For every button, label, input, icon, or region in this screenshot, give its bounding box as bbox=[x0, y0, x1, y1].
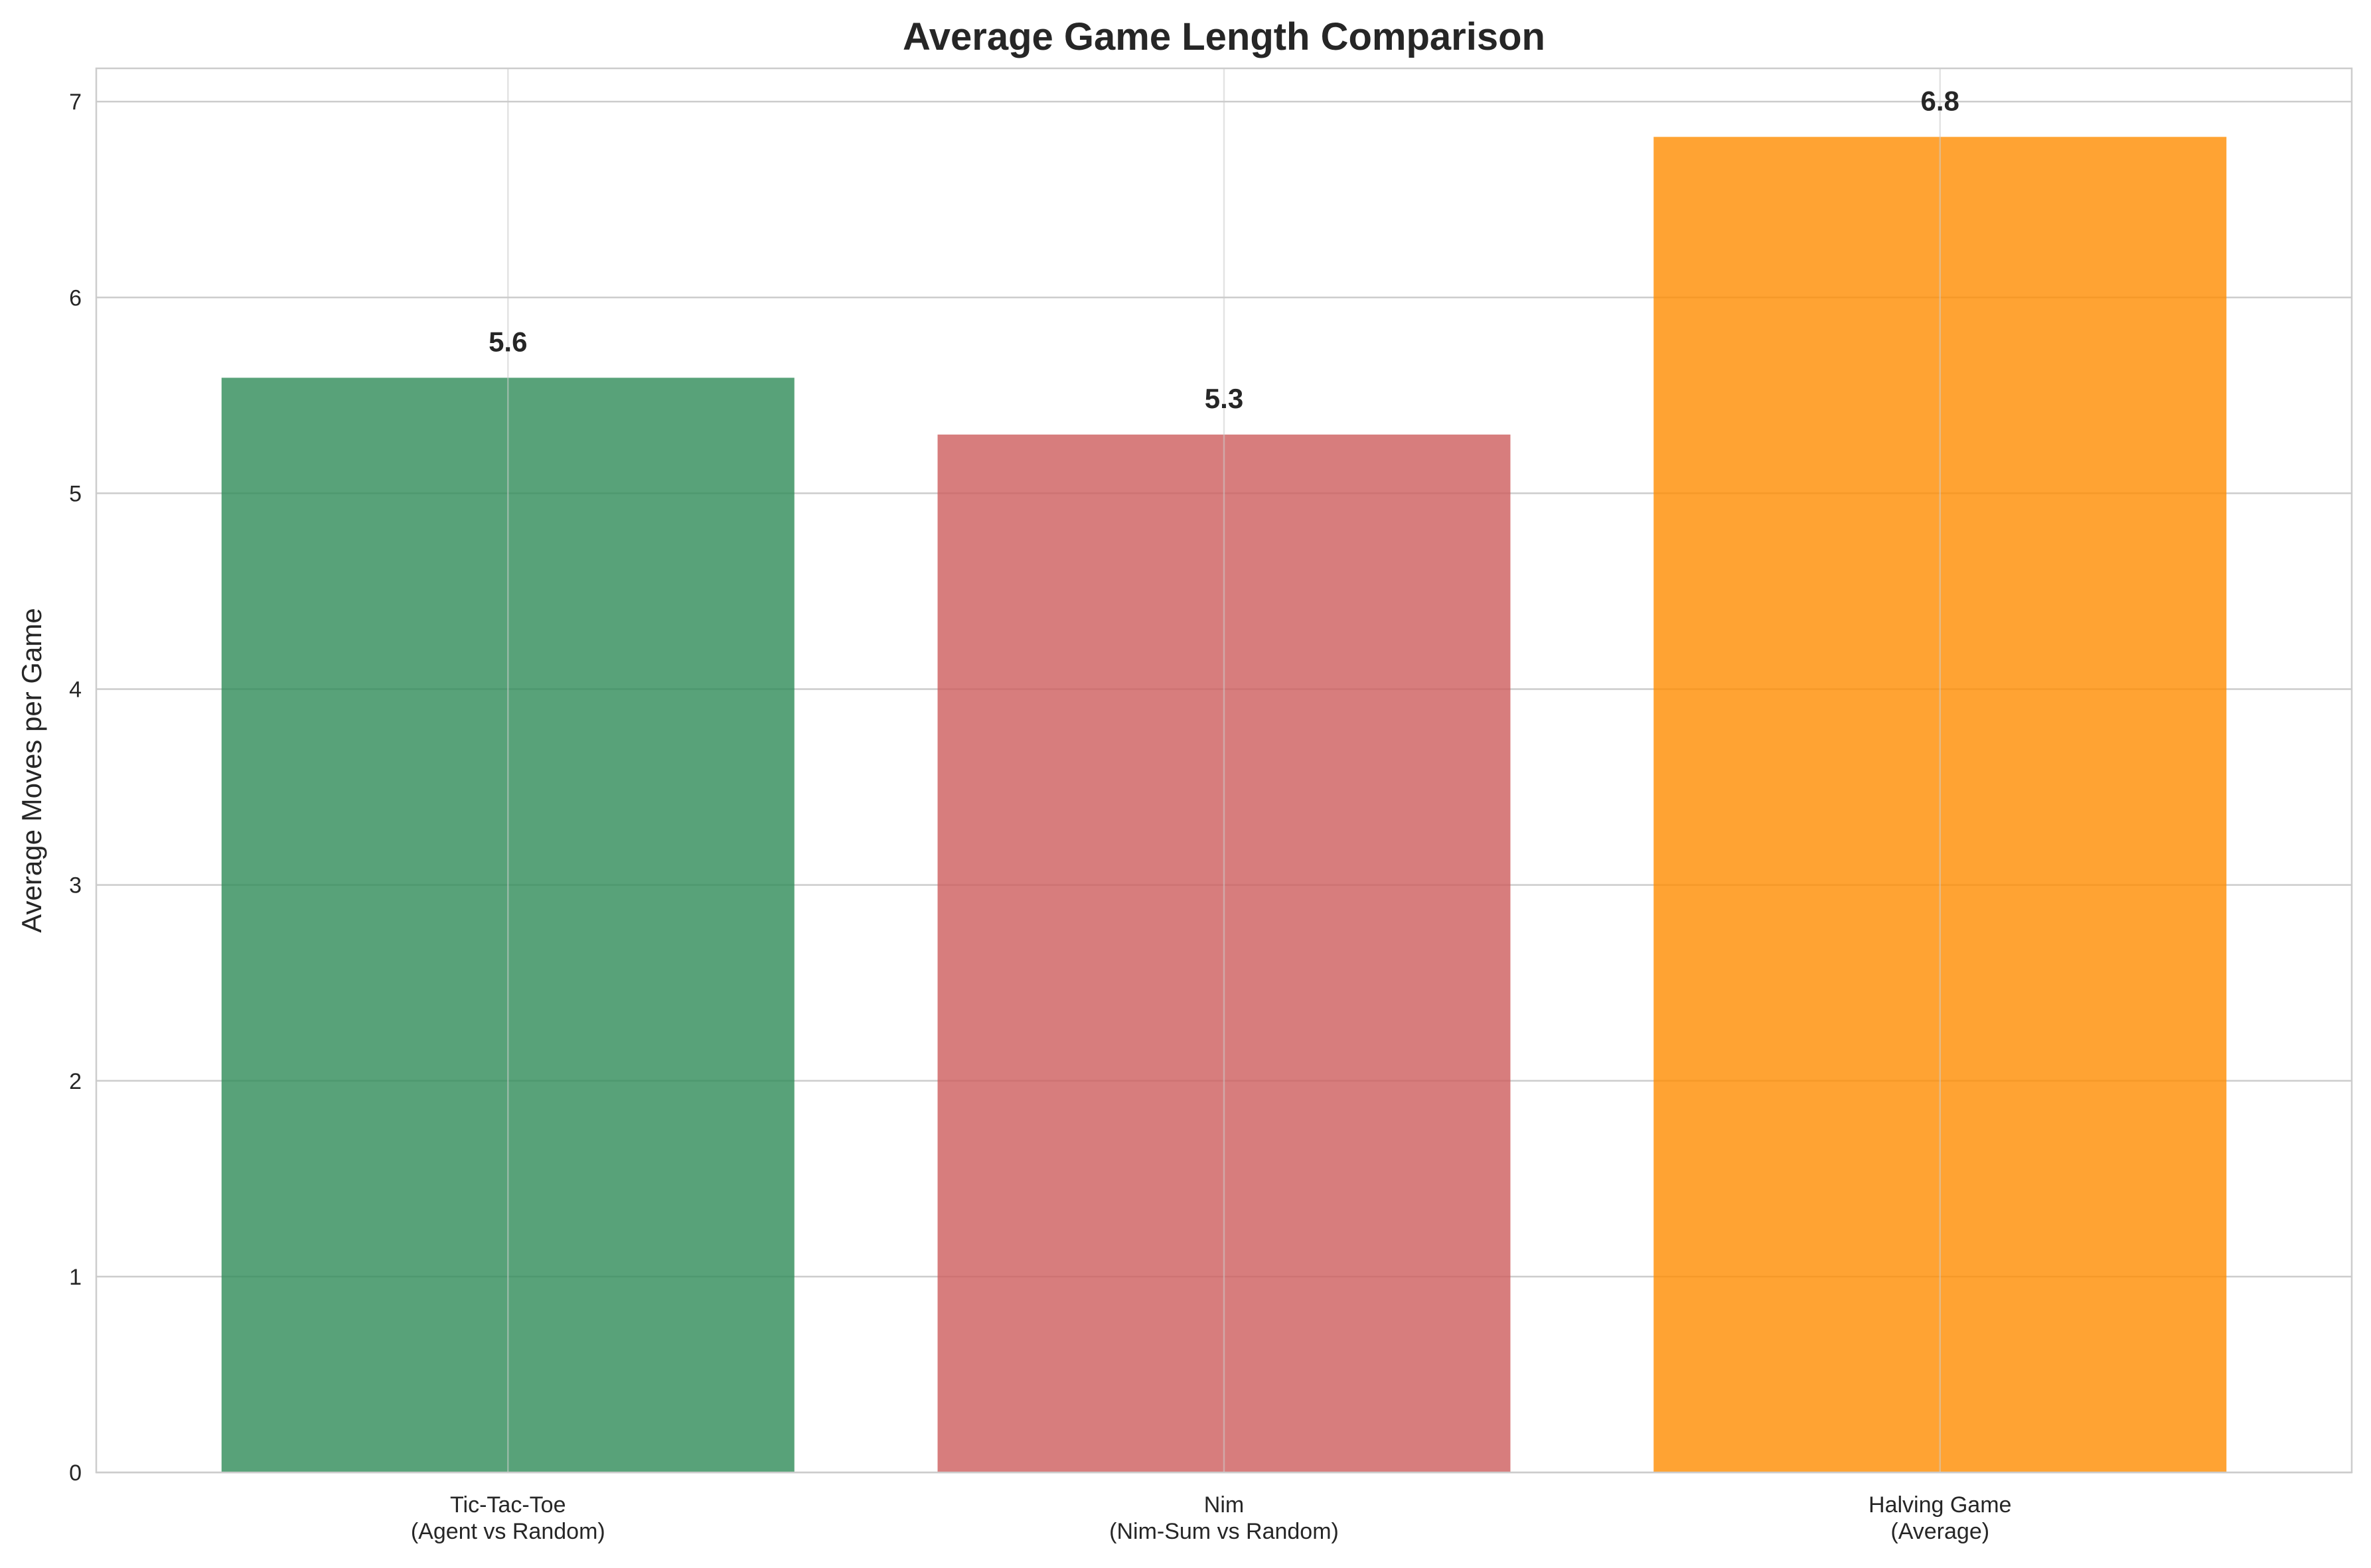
plot-frame bbox=[95, 67, 2353, 1474]
y-axis-label: Average Moves per Game bbox=[16, 608, 47, 932]
y-tick-label: 5 bbox=[69, 481, 82, 506]
y-tick-label: 4 bbox=[69, 677, 82, 703]
chart-title: Average Game Length Comparison bbox=[903, 15, 1545, 58]
y-tick-label: 1 bbox=[69, 1265, 82, 1290]
vertical-gridlines bbox=[507, 68, 1941, 1472]
y-tick-label: 6 bbox=[69, 285, 82, 311]
y-tick-labels: 0 1 2 3 4 5 6 7 bbox=[69, 90, 82, 1486]
data-label: 6.8 bbox=[1921, 85, 1959, 116]
x-tick-label: Tic-Tac-Toe (Agent vs Random) bbox=[411, 1492, 605, 1544]
x-tick-label: Halving Game (Average) bbox=[1869, 1492, 2011, 1544]
x-tick-label: Nim (Nim-Sum vs Random) bbox=[1109, 1492, 1339, 1544]
y-tick-label: 0 bbox=[69, 1461, 82, 1486]
data-label: 5.6 bbox=[489, 326, 527, 357]
data-labels: 5.6 5.3 6.8 bbox=[489, 85, 1959, 414]
y-tick-label: 3 bbox=[69, 873, 82, 898]
data-label: 5.3 bbox=[1205, 383, 1243, 414]
y-tick-label: 2 bbox=[69, 1069, 82, 1094]
x-tick-labels: Tic-Tac-Toe (Agent vs Random) Nim (Nim-Sum … bbox=[411, 1492, 2012, 1544]
y-tick-label: 7 bbox=[69, 90, 82, 115]
